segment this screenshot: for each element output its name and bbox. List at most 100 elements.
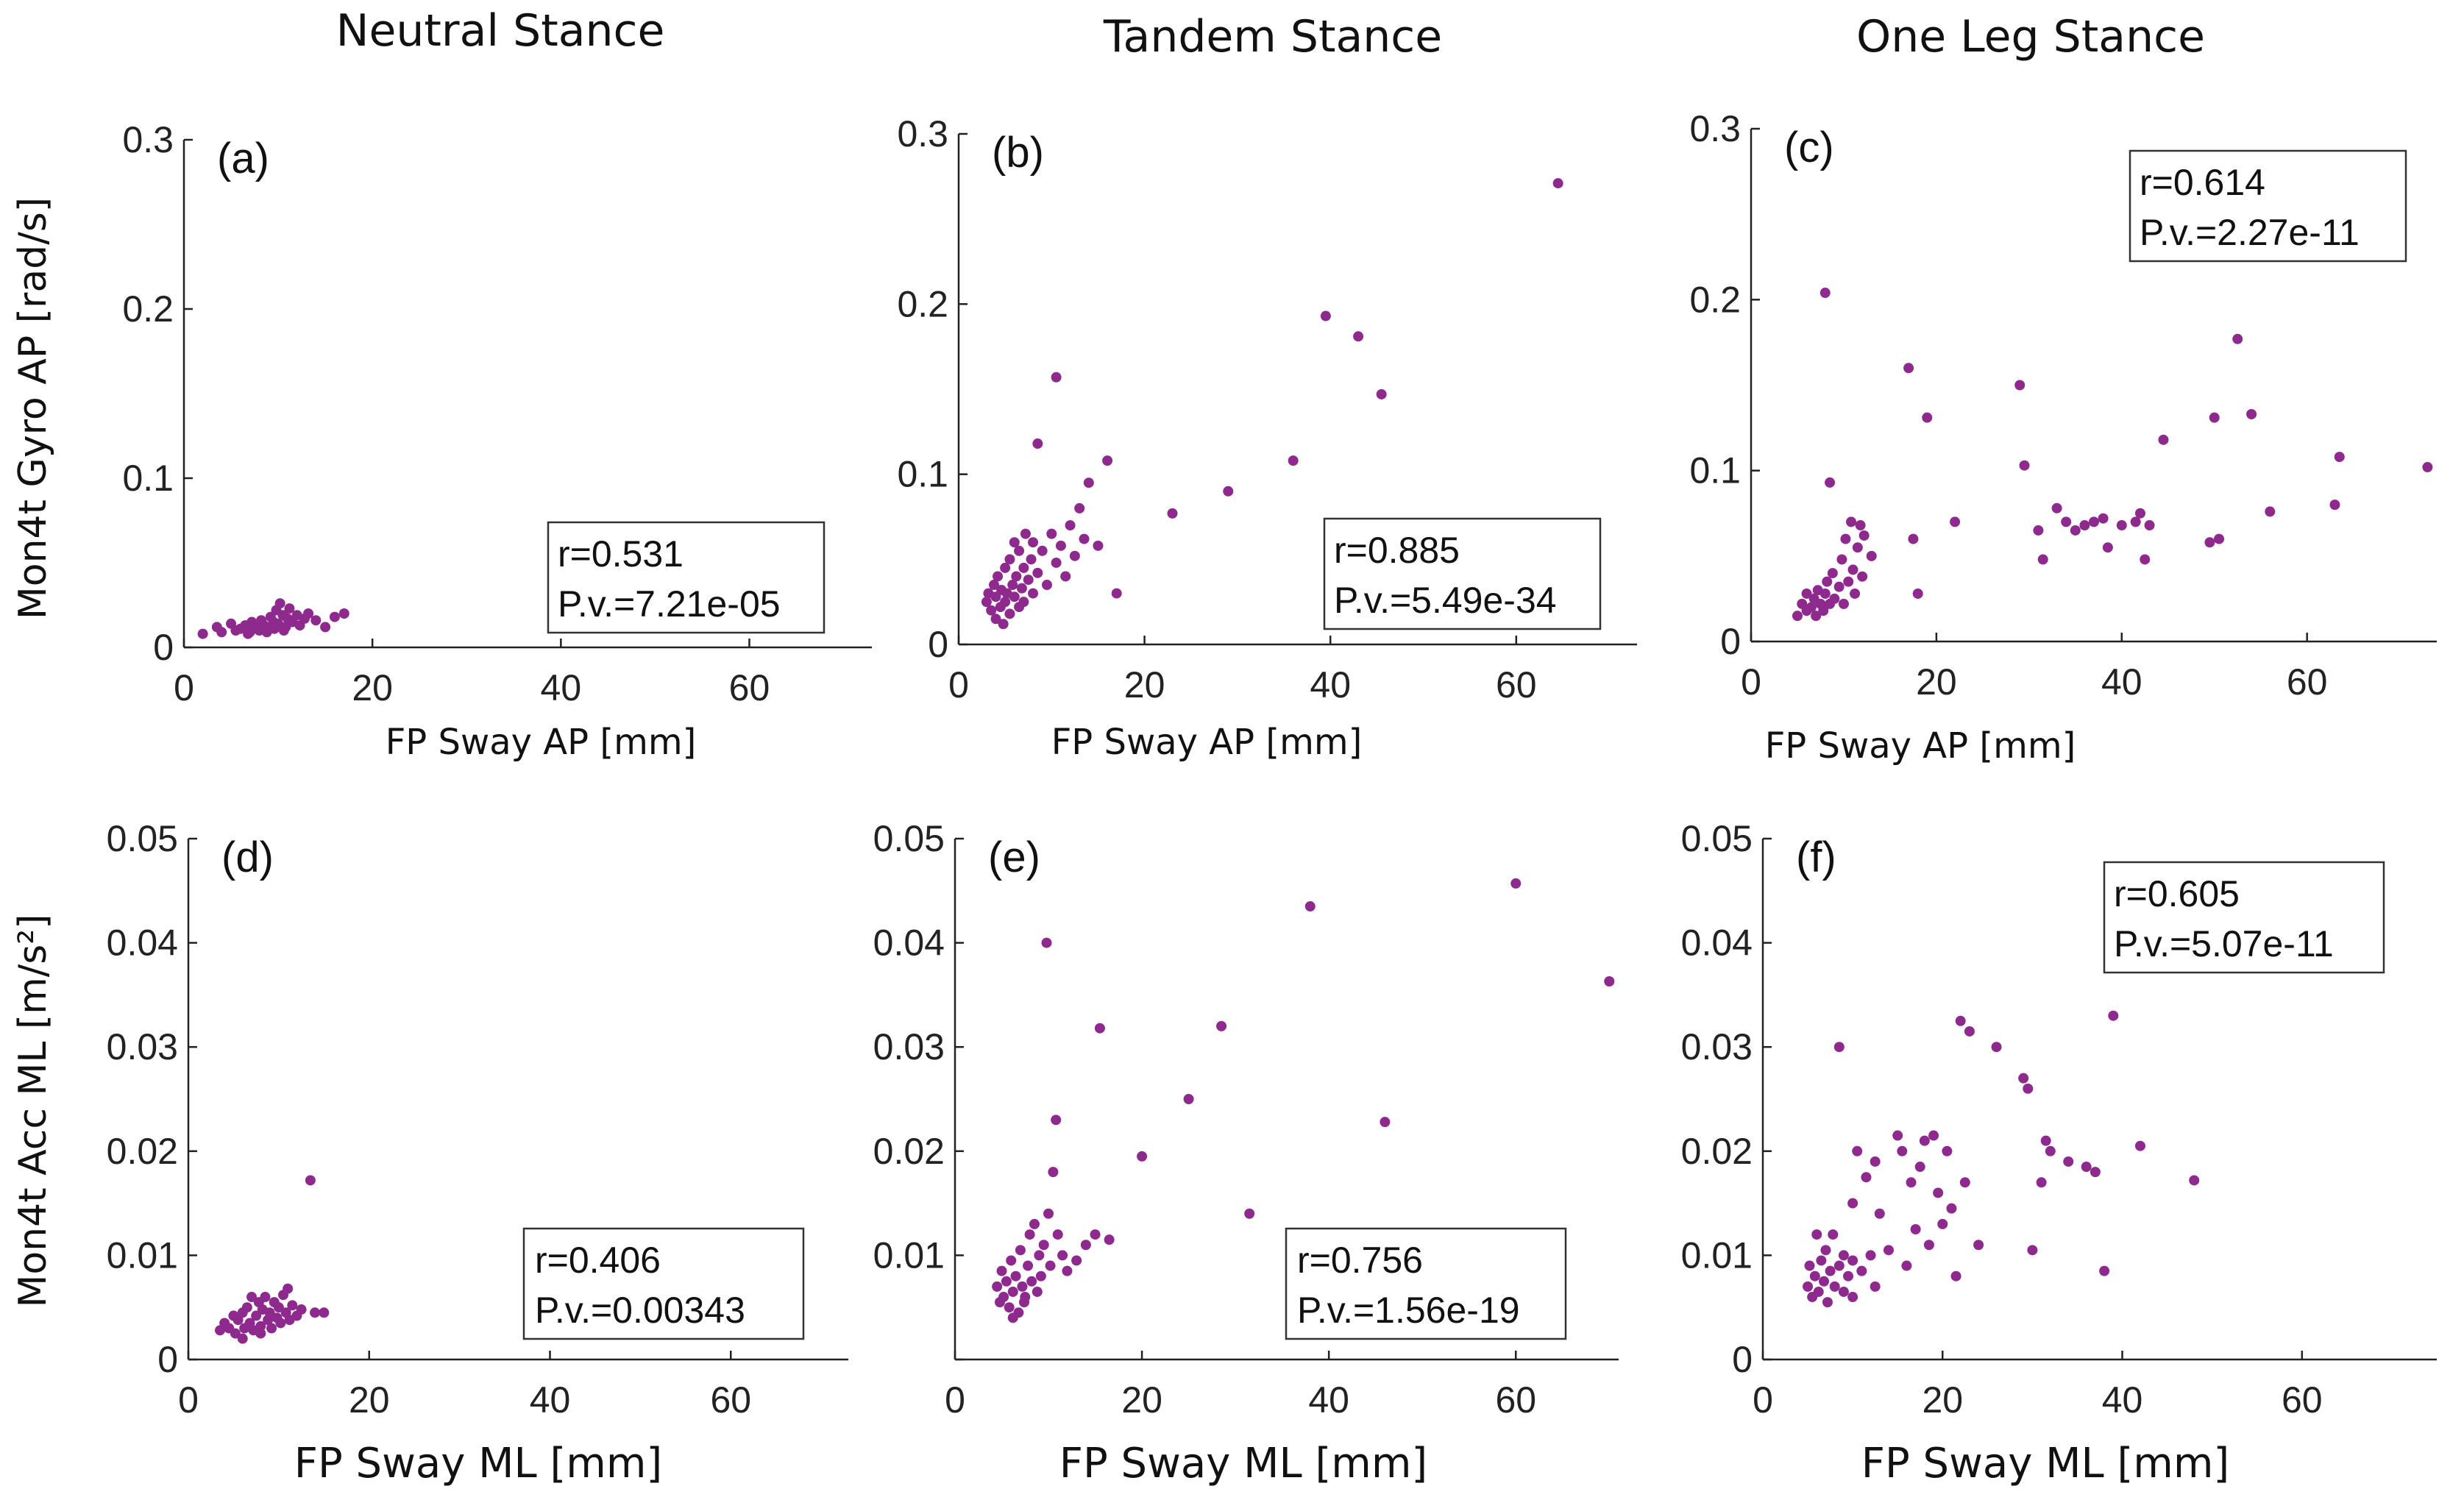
data-point xyxy=(1028,537,1039,548)
x-axis-label: FP Sway ML [mm] xyxy=(294,1440,663,1487)
data-point xyxy=(1923,1240,1934,1251)
data-point xyxy=(1973,1240,1984,1251)
data-point xyxy=(981,597,992,608)
data-point xyxy=(1604,975,1615,987)
y-tick-label: 0.3 xyxy=(897,113,948,154)
data-point xyxy=(1955,1015,1966,1026)
data-point xyxy=(1910,1224,1921,1234)
data-point xyxy=(1004,608,1015,619)
data-point xyxy=(1090,1229,1101,1240)
data-point xyxy=(1083,477,1094,488)
data-point xyxy=(338,608,349,619)
data-point xyxy=(283,1283,294,1294)
data-point xyxy=(2158,434,2169,445)
data-point xyxy=(1006,1255,1017,1266)
data-point xyxy=(1016,583,1027,594)
data-point xyxy=(1922,412,1933,423)
data-point xyxy=(986,605,997,616)
data-point xyxy=(1892,1130,1903,1141)
data-point xyxy=(1223,486,1234,497)
data-point xyxy=(2140,554,2151,565)
data-point xyxy=(1007,1312,1018,1323)
data-point xyxy=(1858,530,1870,541)
data-point xyxy=(1792,611,1803,622)
data-point xyxy=(2189,1175,2200,1186)
data-point xyxy=(1037,545,1048,556)
data-point xyxy=(266,1323,277,1334)
x-axis-label: FP Sway ML [mm] xyxy=(1861,1440,2230,1487)
stats-p-value: P.v.=2.27e-11 xyxy=(2140,212,2360,253)
data-point xyxy=(2019,460,2030,471)
data-point xyxy=(1819,288,1831,299)
panel-d: 0 20 40 60 0 0.01 0.02 0.03 0.04 0.05 (d) FP Sway M… xyxy=(107,818,848,1487)
data-point xyxy=(1820,1245,1831,1256)
y-tick-label: 0.01 xyxy=(107,1234,178,1276)
data-point xyxy=(1857,571,1868,582)
panel-label: (a) xyxy=(217,135,269,182)
panel-b: 0 20 40 60 0 0.1 0.2 0.3 (b) FP Sway AP [mm] r=0.8… xyxy=(897,113,1637,763)
data-point xyxy=(1032,567,1043,578)
stats-p-value: P.v.=1.56e-19 xyxy=(1297,1290,1520,1331)
data-point xyxy=(1024,1229,1035,1240)
stats-p-value: P.v.=0.00343 xyxy=(535,1290,745,1331)
data-point xyxy=(2089,516,2099,527)
data-point xyxy=(1079,533,1090,544)
y-tick-label: 0.05 xyxy=(1681,818,1753,859)
x-tick-label: 40 xyxy=(1308,1379,1349,1421)
data-point xyxy=(1001,1276,1012,1287)
data-point xyxy=(1870,1156,1881,1167)
data-point xyxy=(1852,1145,1863,1156)
data-point xyxy=(2079,520,2090,531)
data-point xyxy=(1883,1245,1894,1256)
data-point xyxy=(2102,542,2113,553)
data-point xyxy=(1865,1250,1876,1261)
data-point xyxy=(310,615,322,626)
data-point xyxy=(998,1292,1009,1303)
data-point xyxy=(1833,1260,1845,1271)
data-point xyxy=(1034,1250,1045,1261)
data-point xyxy=(1903,363,1914,374)
data-point xyxy=(1062,1265,1073,1276)
stats-box xyxy=(1323,517,1602,630)
data-point xyxy=(1833,1042,1845,1053)
panels: 0 20 40 60 0 0.1 0.2 0.3 (a) FP Sway AP [mm] r=0.5… xyxy=(107,108,2437,1487)
data-point xyxy=(1959,1177,1970,1188)
data-point xyxy=(1094,1023,1105,1034)
data-point xyxy=(1032,1286,1043,1297)
data-point xyxy=(274,598,285,609)
x-tick-label: 0 xyxy=(1741,661,1761,703)
data-point xyxy=(1806,602,1817,613)
data-point xyxy=(1855,520,1866,531)
x-axis-label: FP Sway AP [mm] xyxy=(1051,722,1363,763)
data-point xyxy=(1942,1145,1953,1156)
data-point xyxy=(319,1307,330,1318)
column-title-neutral: Neutral Stance xyxy=(336,5,665,57)
data-point xyxy=(1288,455,1299,466)
y-tick-label: 0.05 xyxy=(107,818,178,859)
data-point xyxy=(2214,533,2225,544)
data-point xyxy=(1838,1250,1849,1261)
row-ylabel-gyro: Mon4t Gyro AP [rad/s] xyxy=(11,197,55,619)
data-point xyxy=(1014,545,1025,556)
panel-label: (f) xyxy=(1796,833,1836,881)
data-point xyxy=(1914,1162,1925,1173)
data-point xyxy=(246,1292,258,1303)
data-point xyxy=(1018,562,1029,573)
data-point xyxy=(1811,611,1822,622)
data-point xyxy=(1964,1026,1975,1037)
panel-label: (c) xyxy=(1784,124,1834,171)
data-point xyxy=(1010,1270,1021,1282)
data-point xyxy=(1847,1198,1858,1209)
data-point xyxy=(998,619,1009,630)
data-point xyxy=(1833,581,1845,592)
data-point xyxy=(216,627,227,638)
stats-p-value: P.v.=7.21e-05 xyxy=(558,583,781,625)
column-title-tandem: Tandem Stance xyxy=(1103,11,1442,63)
y-tick-label: 0 xyxy=(1720,621,1741,662)
x-tick-label: 20 xyxy=(1922,1379,1963,1421)
y-tick-label: 0.02 xyxy=(1681,1131,1753,1172)
stats-r: r=0.406 xyxy=(535,1240,661,1281)
data-point xyxy=(2204,537,2215,548)
x-axis-label: FP Sway AP [mm] xyxy=(1765,725,2076,767)
data-point xyxy=(296,1304,307,1315)
